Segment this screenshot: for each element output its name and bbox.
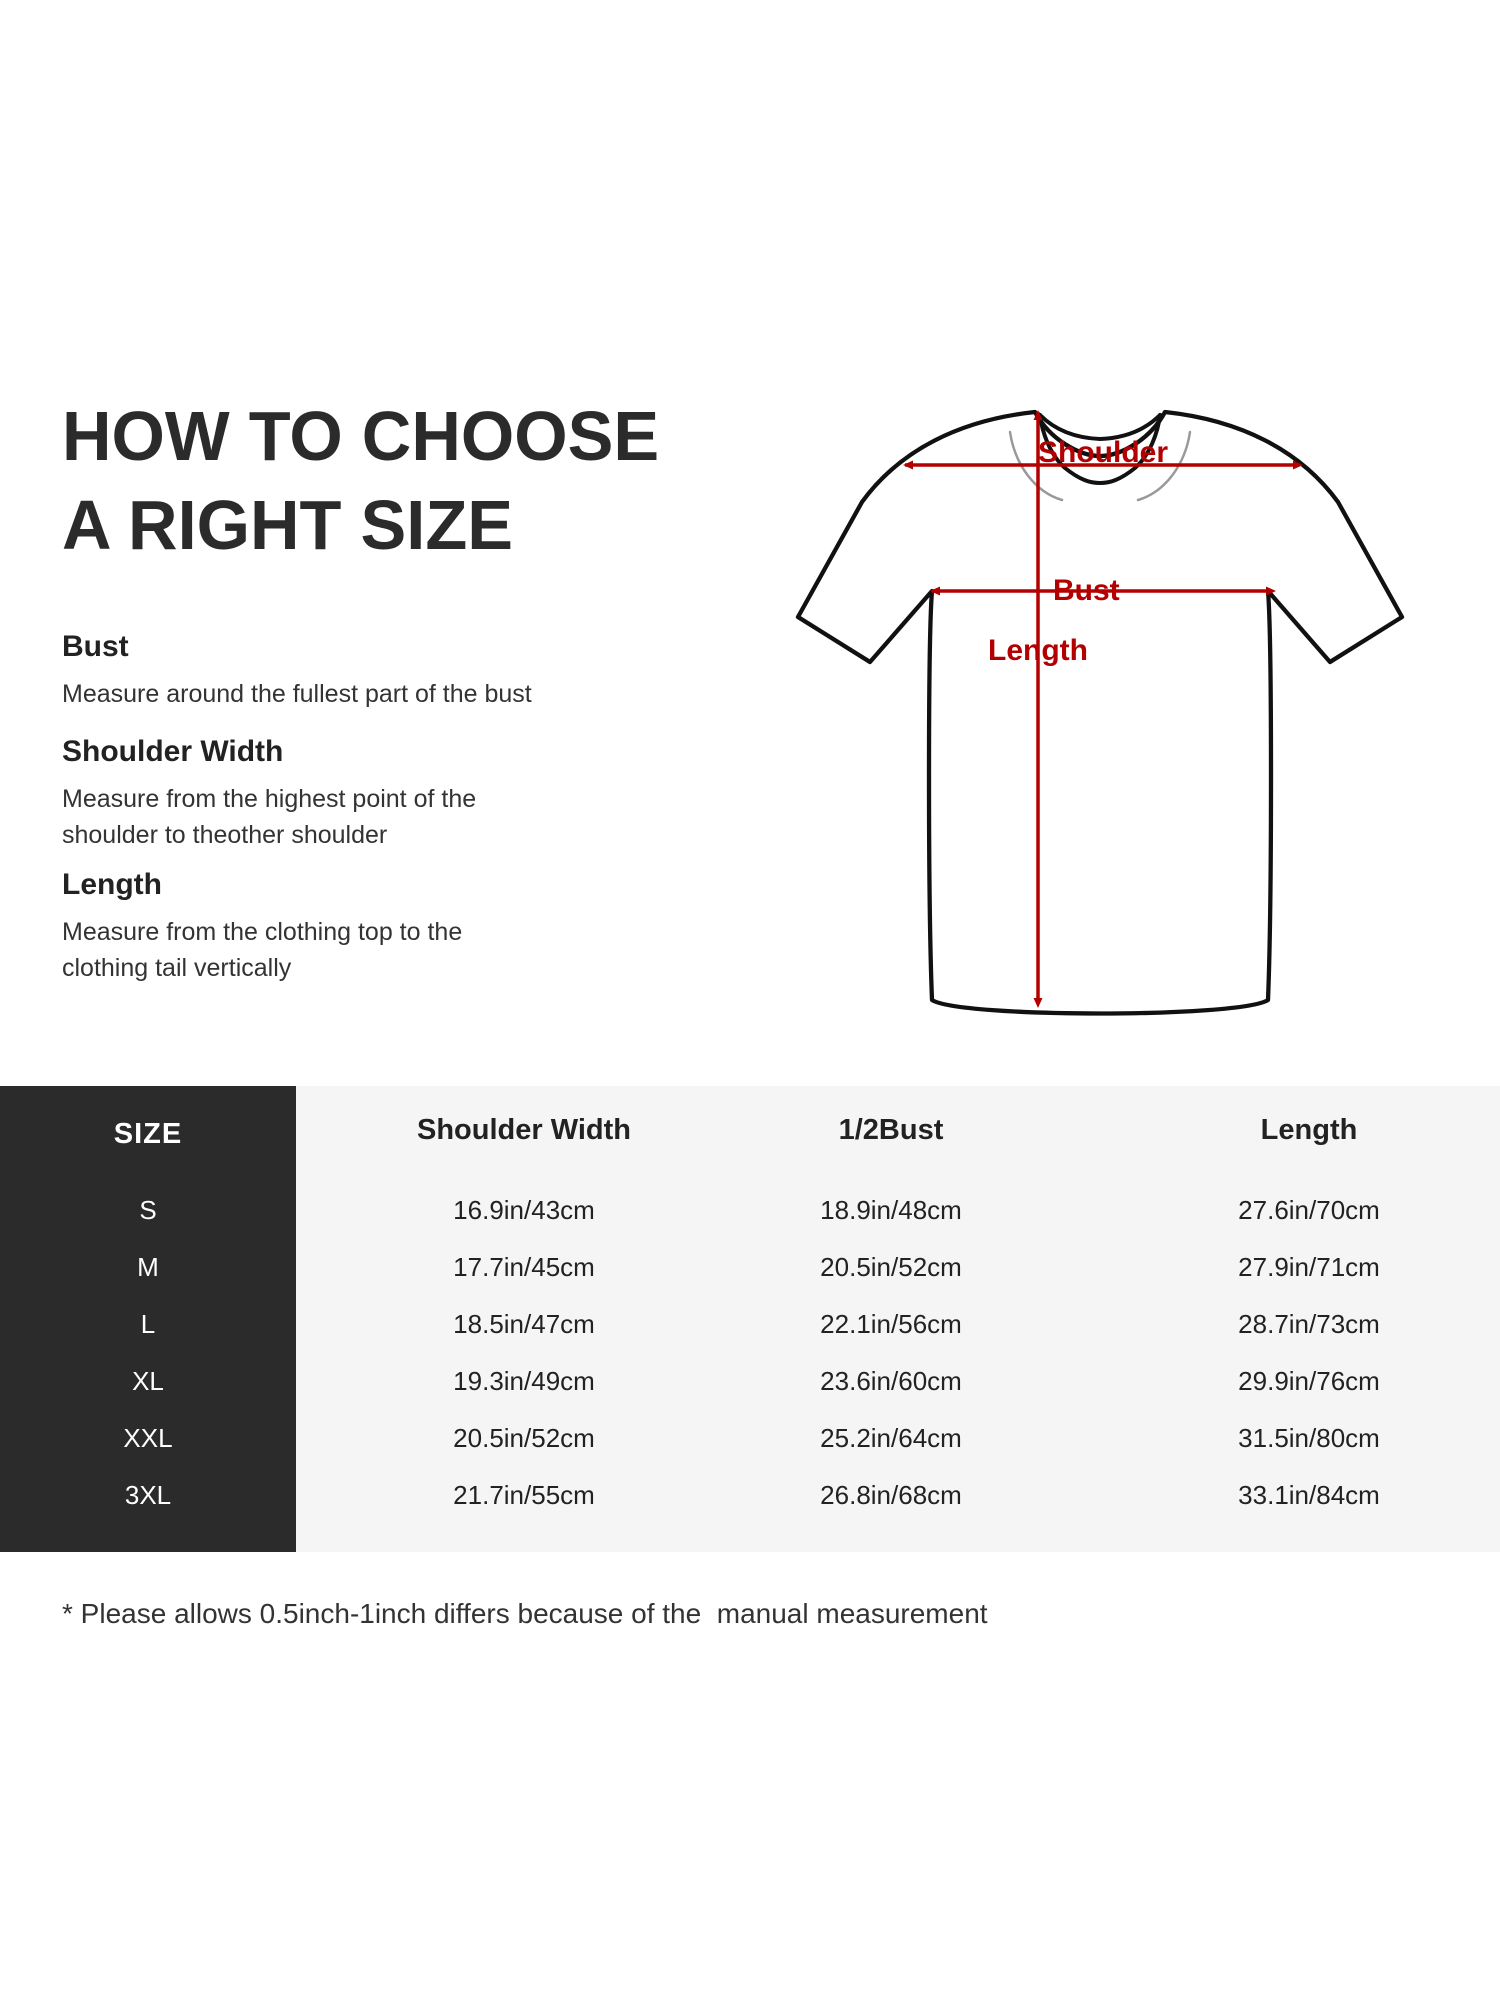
svg-text:Shoulder: Shoulder [1038,436,1168,469]
svg-text:Bust: Bust [1053,574,1120,607]
svg-text:Length: Length [988,634,1088,667]
